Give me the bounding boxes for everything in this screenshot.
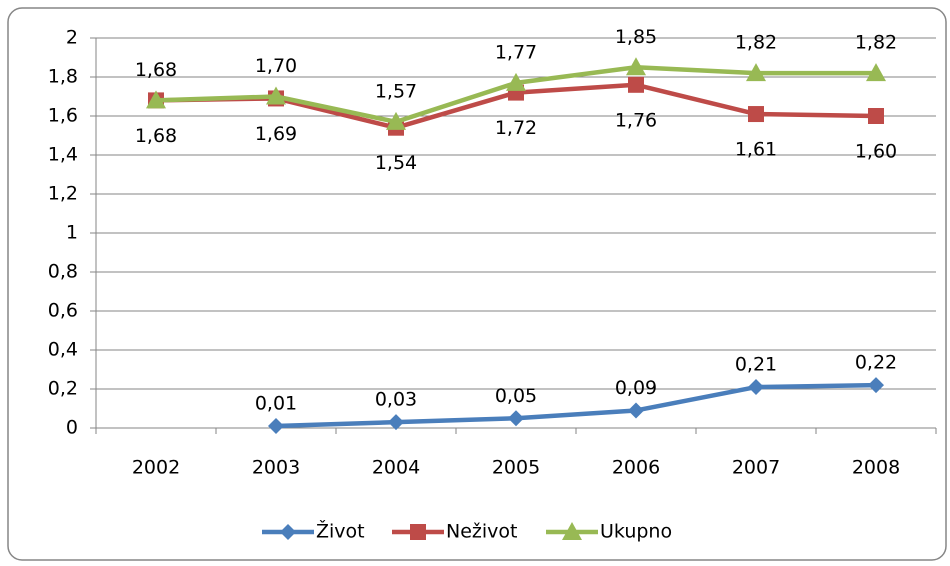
data-label: 1,54 <box>375 152 417 174</box>
x-tick-label: 2002 <box>132 457 180 479</box>
data-label: 1,77 <box>495 41 537 63</box>
series-marker <box>868 108 884 124</box>
series-marker <box>628 76 644 93</box>
series-marker <box>868 377 884 394</box>
series-marker <box>508 410 524 427</box>
x-tick-label: 2006 <box>612 457 660 479</box>
chart-frame <box>7 7 947 561</box>
series-marker <box>268 418 284 435</box>
series-marker <box>506 72 526 91</box>
series-marker <box>748 106 764 123</box>
data-label: 1,82 <box>855 32 897 54</box>
x-tick-label: 2008 <box>852 457 900 479</box>
data-label: 1,68 <box>135 125 177 147</box>
legend-marker <box>280 524 296 540</box>
data-label: 0,09 <box>615 377 657 399</box>
series-marker <box>746 63 766 82</box>
data-label: 1,85 <box>615 26 657 48</box>
y-tick-label: 0,2 <box>48 378 78 400</box>
data-label: 0,05 <box>495 385 537 407</box>
legend-label: Neživot <box>446 521 517 543</box>
data-label: 1,70 <box>255 55 297 77</box>
data-label: 0,22 <box>855 352 897 374</box>
series-line <box>275 382 877 429</box>
data-label: 1,69 <box>255 123 297 145</box>
data-label: 1,60 <box>855 141 897 163</box>
y-tick-label: 0,6 <box>48 300 78 322</box>
series-marker <box>866 63 886 82</box>
series-marker <box>626 57 646 76</box>
y-tick-label: 0 <box>66 417 78 439</box>
legend-label: Život <box>316 520 365 543</box>
series-marker <box>146 90 166 109</box>
data-label: 1,61 <box>735 139 777 161</box>
data-label: 1,57 <box>375 80 417 102</box>
y-tick-label: 2 <box>66 27 78 49</box>
series-marker <box>266 86 286 105</box>
data-label: 0,21 <box>735 354 777 376</box>
data-label: 1,68 <box>135 59 177 81</box>
series-marker <box>628 402 644 419</box>
legend-marker <box>562 522 582 540</box>
y-tick-label: 0,8 <box>48 261 78 283</box>
data-label: 0,01 <box>255 393 297 415</box>
series-marker <box>386 111 406 130</box>
y-tick-label: 1,4 <box>48 144 78 166</box>
series-marker <box>748 379 764 396</box>
data-label: 0,03 <box>375 389 417 411</box>
y-tick-label: 1,2 <box>48 183 78 205</box>
y-tick-label: 0,4 <box>48 339 78 361</box>
data-label: 1,76 <box>615 109 657 131</box>
data-label: 1,82 <box>735 32 777 54</box>
legend-marker <box>410 524 426 540</box>
legend-label: Ukupno <box>600 521 672 543</box>
y-tick-label: 1 <box>66 222 78 244</box>
data-label: 1,72 <box>495 117 537 139</box>
series-marker <box>388 414 404 431</box>
x-tick-label: 2003 <box>252 457 300 479</box>
x-tick-label: 2004 <box>372 457 420 479</box>
y-tick-label: 1,6 <box>48 105 78 127</box>
x-tick-label: 2005 <box>492 457 540 479</box>
y-tick-label: 1,8 <box>48 66 78 88</box>
x-tick-label: 2007 <box>732 457 780 479</box>
